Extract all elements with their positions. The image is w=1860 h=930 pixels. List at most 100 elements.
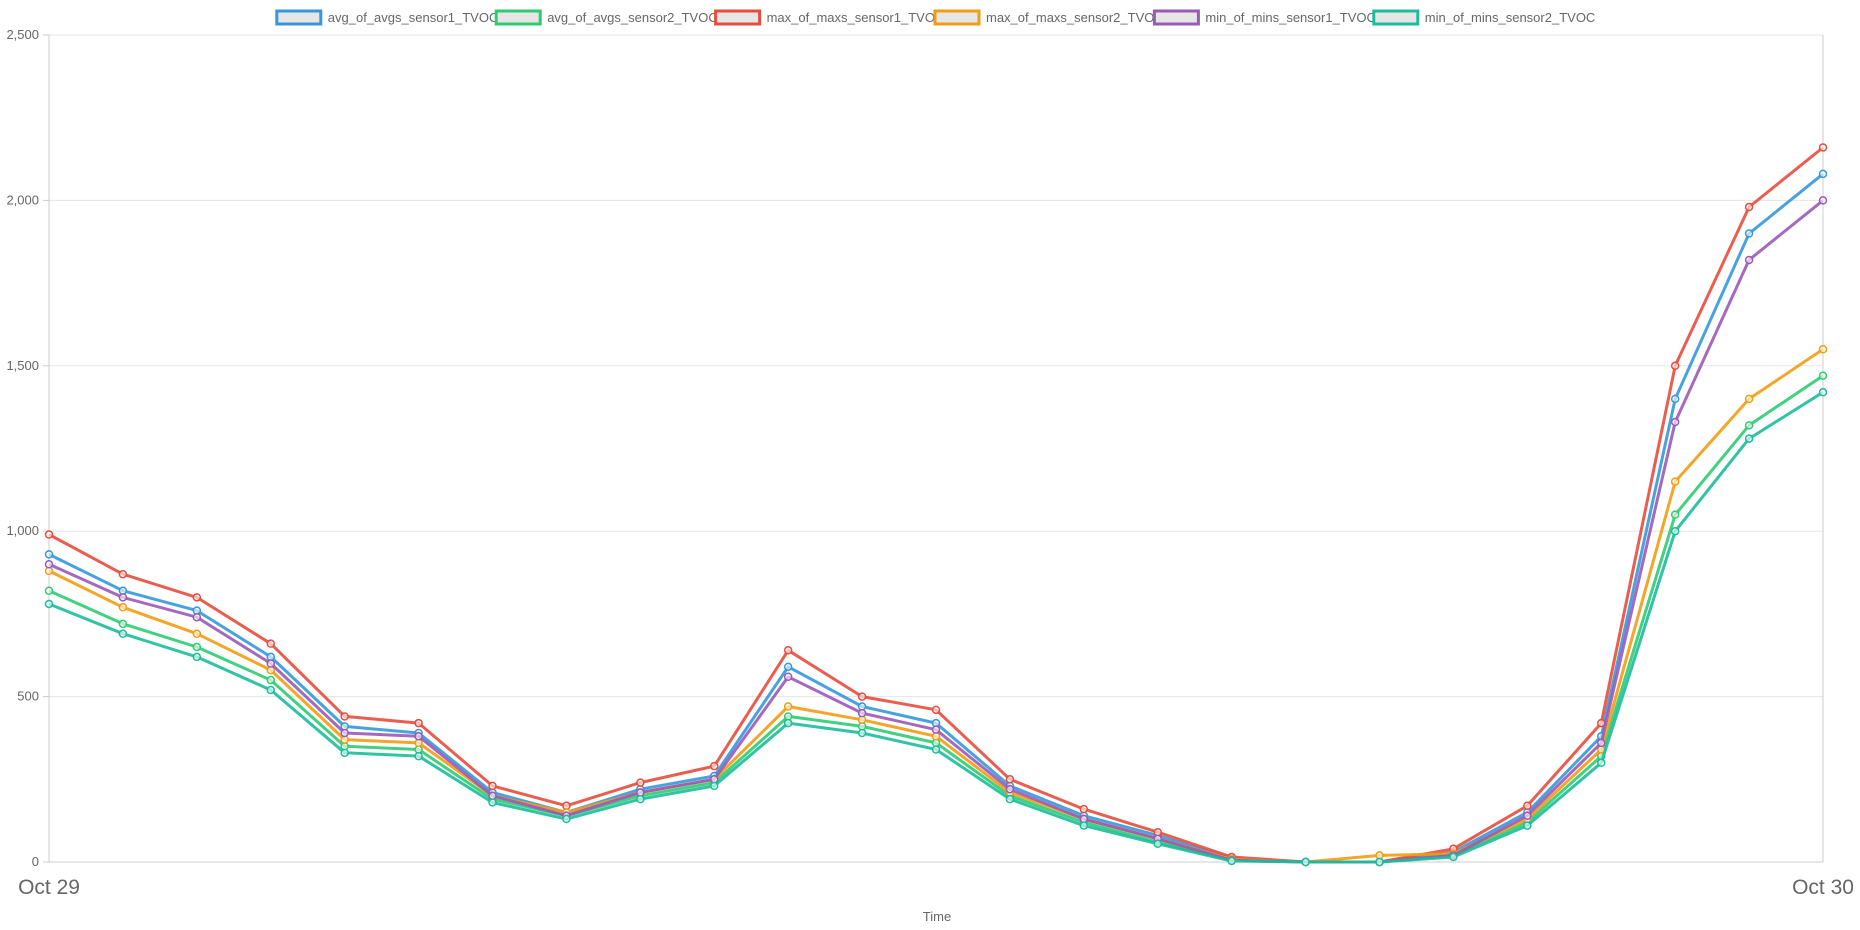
data-point[interactable] <box>636 794 645 804</box>
data-point[interactable] <box>1005 775 1015 784</box>
legend-item[interactable]: avg_of_avgs_sensor1_TVOC <box>275 9 499 26</box>
data-point[interactable] <box>1005 794 1015 804</box>
data-point[interactable] <box>1818 345 1828 354</box>
y-tick-label: 1,500 <box>6 358 39 373</box>
data-point[interactable] <box>1818 143 1828 152</box>
data-point[interactable] <box>44 530 54 539</box>
data-point[interactable] <box>118 629 128 638</box>
legend-item[interactable]: avg_of_avgs_sensor2_TVOC <box>494 9 718 26</box>
legend-swatch <box>933 9 981 26</box>
data-point[interactable] <box>1818 371 1828 380</box>
data-point[interactable] <box>857 692 867 701</box>
data-point[interactable] <box>1597 718 1606 728</box>
data-point[interactable] <box>414 751 423 761</box>
data-point[interactable] <box>192 642 202 652</box>
data-point[interactable] <box>1818 169 1828 179</box>
data-point[interactable] <box>44 550 54 559</box>
data-point[interactable] <box>857 708 867 718</box>
y-tick-label: 1,000 <box>6 523 39 538</box>
data-point[interactable] <box>1523 801 1532 811</box>
data-point[interactable] <box>1670 510 1680 519</box>
data-point[interactable] <box>414 718 423 728</box>
data-point[interactable] <box>266 675 275 685</box>
data-point[interactable] <box>1670 477 1680 486</box>
data-point[interactable] <box>857 728 867 738</box>
legend: avg_of_avgs_sensor1_TVOC avg_of_avgs_sens… <box>275 9 1596 26</box>
data-point[interactable] <box>1670 417 1680 427</box>
data-point[interactable] <box>1079 804 1089 814</box>
data-point[interactable] <box>1670 361 1680 371</box>
data-point[interactable] <box>783 646 793 655</box>
legend-label: avg_of_avgs_sensor2_TVOC <box>547 10 718 25</box>
x-axis-title: Time <box>923 909 951 924</box>
data-point[interactable] <box>1153 839 1162 849</box>
data-point[interactable] <box>783 662 793 672</box>
data-point[interactable] <box>414 732 423 741</box>
data-point[interactable] <box>1744 434 1754 443</box>
data-point[interactable] <box>44 586 54 595</box>
data-point[interactable] <box>1744 255 1754 265</box>
data-point[interactable] <box>192 612 202 622</box>
data-point[interactable] <box>1597 758 1606 768</box>
data-point[interactable] <box>266 685 275 695</box>
data-point[interactable] <box>340 712 349 721</box>
data-point[interactable] <box>783 672 793 682</box>
legend-item[interactable]: min_of_mins_sensor1_TVOC <box>1152 9 1376 26</box>
grid: 0 500 1,000 1,500 2,000 2,500 <box>6 27 1823 869</box>
data-point[interactable] <box>1227 856 1236 866</box>
legend-label: min_of_mins_sensor2_TVOC <box>1425 10 1596 25</box>
data-point[interactable] <box>1523 811 1532 820</box>
data-point[interactable] <box>266 639 275 648</box>
series-avg_of_avgs_sensor1_TVOC <box>44 169 1828 867</box>
series-max_of_maxs_sensor2_TVOC <box>44 345 1828 867</box>
data-point[interactable] <box>340 728 349 738</box>
y-tick-label: 500 <box>17 689 39 704</box>
data-point[interactable] <box>783 718 793 728</box>
y-tick-label: 0 <box>32 854 39 869</box>
data-point[interactable] <box>931 725 941 734</box>
data-point[interactable] <box>710 781 719 791</box>
data-point[interactable] <box>340 748 349 758</box>
legend-item[interactable]: max_of_maxs_sensor2_TVOC <box>933 9 1164 26</box>
data-point[interactable] <box>192 629 202 638</box>
data-point[interactable] <box>488 781 497 791</box>
legend-swatch <box>1152 9 1200 26</box>
data-point[interactable] <box>710 761 719 771</box>
data-point[interactable] <box>931 705 941 715</box>
data-point[interactable] <box>1744 229 1754 238</box>
data-point[interactable] <box>1523 821 1532 830</box>
data-point[interactable] <box>1079 821 1089 830</box>
data-point[interactable] <box>783 702 793 711</box>
data-point[interactable] <box>931 745 941 754</box>
data-point[interactable] <box>1005 784 1015 794</box>
data-point[interactable] <box>118 619 128 629</box>
legend-item[interactable]: max_of_maxs_sensor1_TVOC <box>714 9 945 26</box>
data-point[interactable] <box>1301 857 1310 867</box>
data-point[interactable] <box>192 652 202 662</box>
data-point[interactable] <box>1597 738 1606 748</box>
y-tick-label: 2,000 <box>6 192 39 207</box>
data-point[interactable] <box>44 599 54 609</box>
y-tick-label: 2,500 <box>6 27 39 42</box>
data-point[interactable] <box>1670 394 1680 404</box>
data-point[interactable] <box>1744 394 1754 404</box>
data-point[interactable] <box>118 569 128 579</box>
data-point[interactable] <box>1670 526 1680 536</box>
data-point[interactable] <box>1818 388 1828 397</box>
data-point[interactable] <box>488 798 497 807</box>
series-avg_of_avgs_sensor2_TVOC <box>44 371 1828 867</box>
data-point[interactable] <box>636 778 645 787</box>
data-point[interactable] <box>1449 852 1458 862</box>
data-point[interactable] <box>1375 857 1384 867</box>
data-point[interactable] <box>1818 196 1828 205</box>
data-point[interactable] <box>192 593 202 602</box>
legend-item[interactable]: min_of_mins_sensor2_TVOC <box>1372 9 1596 26</box>
data-point[interactable] <box>1744 421 1754 430</box>
data-point[interactable] <box>1744 202 1754 212</box>
data-point[interactable] <box>118 603 128 612</box>
data-point[interactable] <box>562 814 571 824</box>
data-point[interactable] <box>118 593 128 602</box>
data-point[interactable] <box>44 560 54 569</box>
data-point[interactable] <box>266 659 275 668</box>
